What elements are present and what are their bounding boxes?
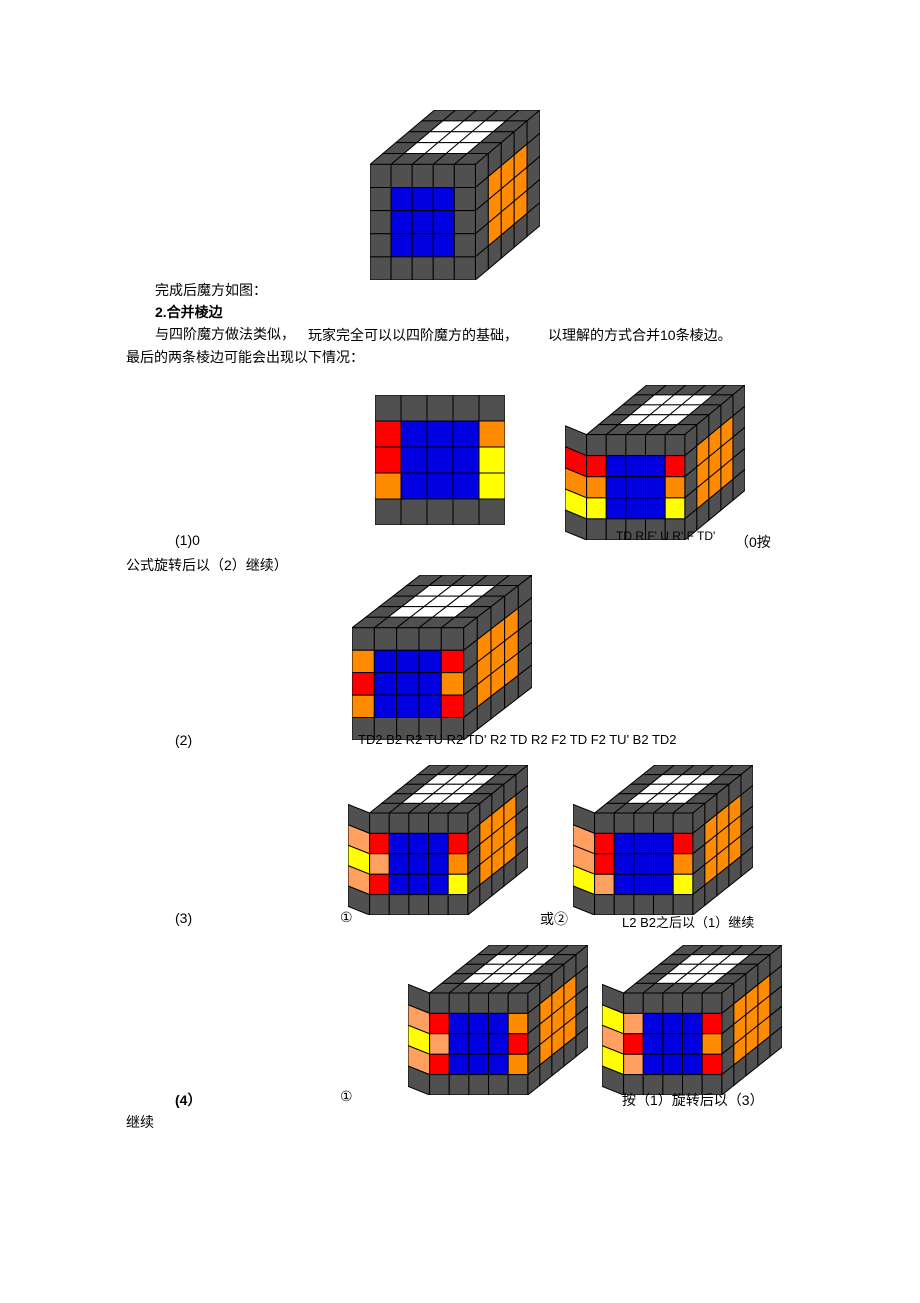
circled-1b: ① — [340, 1088, 353, 1105]
after-1: （0按 — [735, 532, 771, 552]
circled-1a: ① — [340, 909, 353, 926]
para-similar-a: 与四阶魔方做法类似， — [155, 324, 295, 344]
label-1-0: (1)0 — [175, 532, 200, 548]
cube-1-iso — [565, 385, 745, 540]
cube-2 — [352, 575, 532, 740]
label-3: (3) — [175, 910, 192, 926]
label-2: (2) — [175, 732, 192, 748]
para-similar-b: 玩家完全可以以四阶魔方的基础， — [308, 325, 518, 345]
label-4: (4） — [175, 1090, 201, 1110]
continue-1: 公式旋转后以（2）继续） — [126, 555, 288, 575]
continue-4: 继续 — [126, 1112, 154, 1132]
para-last-two: 最后的两条棱边可能会出现以下情况： — [126, 347, 364, 367]
or-label: 或② — [540, 909, 568, 929]
cube-3-left — [348, 765, 528, 915]
formula-3: L2 B2之后以（1）继续 — [622, 912, 754, 931]
cube-top — [370, 110, 540, 280]
cube-4-left — [408, 945, 588, 1095]
after-4: 按（1）旋转后以（3） — [622, 1090, 764, 1110]
heading-merge-edges: 2.合并棱边 — [155, 302, 223, 322]
formula-2: TD2 B2 R2 TU R2 TD' R2 TD R2 F2 TD F2 TU… — [358, 732, 677, 747]
caption-done: 完成后魔方如图： — [155, 280, 267, 300]
formula-1: TD R F' U R' F TD' — [616, 529, 715, 543]
cube-1-flat — [375, 395, 505, 525]
cube-4-right — [602, 945, 782, 1095]
cube-3-right — [573, 765, 753, 915]
para-similar-c: 以理解的方式合并10条棱边。 — [548, 325, 732, 345]
page: 完成后魔方如图： 2.合并棱边 与四阶魔方做法类似， 玩家完全可以以四阶魔方的基… — [0, 0, 920, 1303]
